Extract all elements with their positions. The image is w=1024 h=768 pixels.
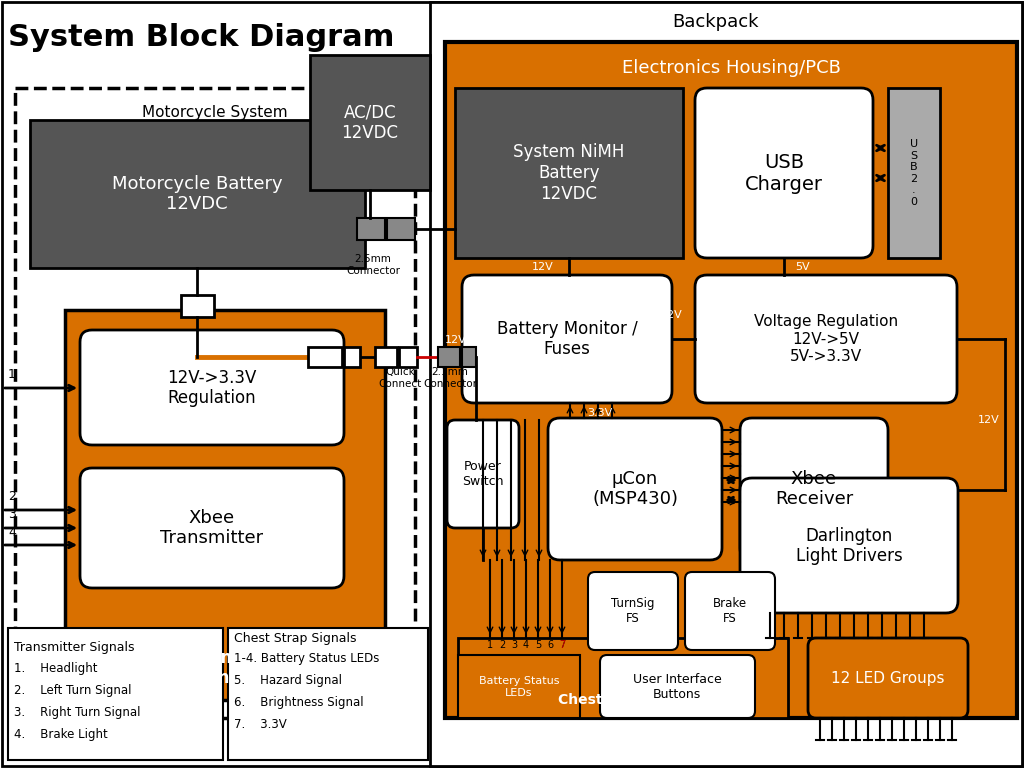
Bar <box>458 638 788 718</box>
Text: TurnSig
FS: TurnSig FS <box>611 597 654 625</box>
Text: 12V: 12V <box>233 339 256 352</box>
FancyBboxPatch shape <box>588 572 678 650</box>
FancyBboxPatch shape <box>740 478 958 613</box>
Text: 1: 1 <box>8 369 16 382</box>
Text: Backpack: Backpack <box>673 13 759 31</box>
Text: 3: 3 <box>8 508 16 521</box>
Text: 2: 2 <box>499 640 505 650</box>
Text: Quick
Connect: Quick Connect <box>379 367 422 389</box>
Bar <box>310 55 430 190</box>
Text: Battery Monitor /
Fuses: Battery Monitor / Fuses <box>497 319 637 359</box>
Bar <box>344 347 360 367</box>
Text: Power
Switch: Power Switch <box>462 460 504 488</box>
Text: 3.3V: 3.3V <box>588 408 612 418</box>
Text: 6: 6 <box>547 640 553 650</box>
Text: Electronics Housing/PCB: Electronics Housing/PCB <box>622 59 841 77</box>
Text: 4.    Brake Light: 4. Brake Light <box>14 728 108 741</box>
Bar <box>387 218 415 240</box>
Bar <box>888 88 940 258</box>
FancyBboxPatch shape <box>695 88 873 258</box>
Bar <box>445 42 1017 718</box>
Bar <box>30 120 365 268</box>
Text: Chest Strap PCB: Chest Strap PCB <box>558 693 686 707</box>
Bar <box>430 2 1022 766</box>
FancyBboxPatch shape <box>447 420 519 528</box>
Text: System NiMH
Battery
12VDC: System NiMH Battery 12VDC <box>513 143 625 203</box>
Bar <box>399 347 417 367</box>
Text: 3: 3 <box>511 640 517 650</box>
FancyBboxPatch shape <box>600 655 755 718</box>
Text: 1: 1 <box>487 640 494 650</box>
Text: 3.    Right Turn Signal: 3. Right Turn Signal <box>14 706 140 719</box>
Text: 5V: 5V <box>795 262 810 272</box>
FancyBboxPatch shape <box>740 418 888 560</box>
Text: Transmitter
Housing/PCB: Transmitter Housing/PCB <box>165 649 285 687</box>
FancyBboxPatch shape <box>462 275 672 403</box>
FancyBboxPatch shape <box>80 330 344 445</box>
Text: U
S
B
2
.
0: U S B 2 . 0 <box>910 139 919 207</box>
FancyBboxPatch shape <box>80 468 344 588</box>
Text: Xbee
Receiver: Xbee Receiver <box>775 469 853 508</box>
FancyBboxPatch shape <box>685 572 775 650</box>
Text: Transmitter Signals: Transmitter Signals <box>14 641 134 654</box>
Text: 4: 4 <box>523 640 529 650</box>
Text: 4: 4 <box>8 525 16 538</box>
FancyBboxPatch shape <box>695 275 957 403</box>
Text: Battery Status
LEDs: Battery Status LEDs <box>479 676 559 698</box>
Text: 12 LED Groups: 12 LED Groups <box>831 670 945 686</box>
Text: 12V->3.3V
Regulation: 12V->3.3V Regulation <box>167 369 257 407</box>
Text: Voltage Regulation
12V->5V
5V->3.3V: Voltage Regulation 12V->5V 5V->3.3V <box>754 314 898 364</box>
Text: 6.    Brightness Signal: 6. Brightness Signal <box>234 696 364 709</box>
Text: USB
Charger: USB Charger <box>745 153 823 194</box>
Text: 5: 5 <box>535 640 541 650</box>
Bar <box>455 88 683 258</box>
Text: 12V: 12V <box>978 415 1000 425</box>
Text: 7: 7 <box>559 640 565 650</box>
Bar <box>15 88 415 718</box>
Bar <box>462 347 476 367</box>
Text: System Block Diagram: System Block Diagram <box>8 24 394 52</box>
Text: Motorcycle Battery
12VDC: Motorcycle Battery 12VDC <box>112 174 283 214</box>
Text: Darlington
Light Drivers: Darlington Light Drivers <box>796 527 902 565</box>
Text: 2.1mm
Connector: 2.1mm Connector <box>423 367 477 389</box>
Bar <box>181 295 214 317</box>
Text: Brake
FS: Brake FS <box>713 597 748 625</box>
Bar <box>308 347 342 367</box>
Text: Motorcycle System: Motorcycle System <box>142 104 288 120</box>
Text: Chest Strap Signals: Chest Strap Signals <box>234 632 356 645</box>
Text: 7.    3.3V: 7. 3.3V <box>234 718 287 731</box>
Text: 5.    Hazard Signal: 5. Hazard Signal <box>234 674 342 687</box>
Bar <box>65 310 385 700</box>
Text: μCon
(MSP430): μCon (MSP430) <box>592 469 678 508</box>
Bar <box>357 218 385 240</box>
Text: 12V: 12V <box>532 262 554 272</box>
Text: AC/DC
12VDC: AC/DC 12VDC <box>341 104 398 142</box>
Text: Xbee
Transmitter: Xbee Transmitter <box>161 508 263 548</box>
FancyBboxPatch shape <box>808 638 968 718</box>
Text: 12V: 12V <box>445 335 467 345</box>
Bar <box>438 347 460 367</box>
Text: 1-4. Battery Status LEDs: 1-4. Battery Status LEDs <box>234 652 379 665</box>
Text: 2.    Left Turn Signal: 2. Left Turn Signal <box>14 684 131 697</box>
Text: 2.5mm
Connector: 2.5mm Connector <box>346 254 400 276</box>
FancyBboxPatch shape <box>548 418 722 560</box>
Text: 2: 2 <box>8 491 16 504</box>
Bar <box>8 628 223 760</box>
Text: 1.    Headlight: 1. Headlight <box>14 662 97 675</box>
Text: 7: 7 <box>559 640 565 650</box>
Text: User Interface
Buttons: User Interface Buttons <box>633 673 721 701</box>
Bar <box>375 347 397 367</box>
Text: 12V: 12V <box>662 310 683 320</box>
Bar <box>228 628 428 760</box>
Bar <box>458 655 580 718</box>
